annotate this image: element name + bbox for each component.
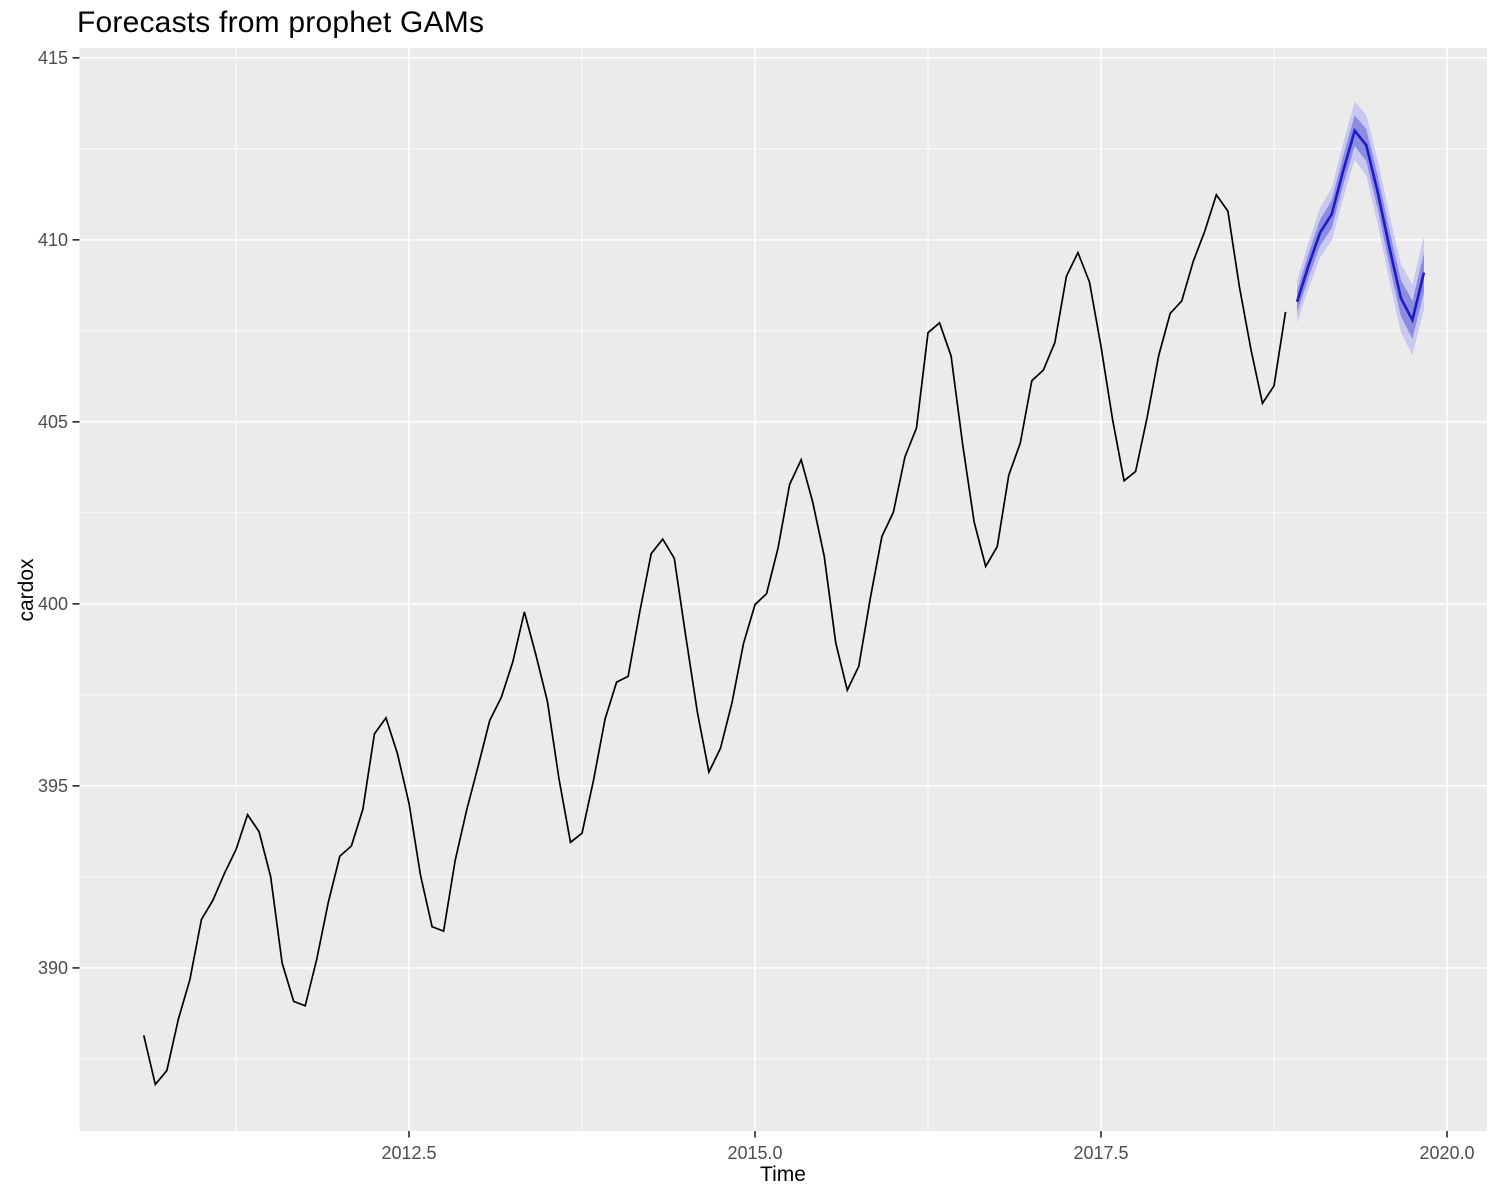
y-tick-label: 390 <box>38 958 68 978</box>
y-axis-title: cardox <box>15 558 38 622</box>
y-tick-label: 410 <box>38 230 68 250</box>
y-tick-label: 415 <box>38 48 68 68</box>
y-tick-label: 395 <box>38 776 68 796</box>
x-axis-title: Time <box>760 1163 806 1186</box>
x-tick-label: 2012.5 <box>381 1143 436 1163</box>
panel-background <box>79 48 1487 1131</box>
forecast-mean-line <box>1295 127 1426 324</box>
chart-title: Forecasts from prophet GAMs <box>77 6 485 39</box>
x-tick-label: 2017.5 <box>1073 1143 1128 1163</box>
observed-series-line <box>142 192 1287 1087</box>
x-tick-label: 2020.0 <box>1419 1143 1474 1163</box>
ci-ribbon-95 <box>1297 101 1424 356</box>
x-tick-label: 2015.0 <box>727 1143 782 1163</box>
y-tick-label: 400 <box>38 594 68 614</box>
y-tick-label: 405 <box>38 412 68 432</box>
